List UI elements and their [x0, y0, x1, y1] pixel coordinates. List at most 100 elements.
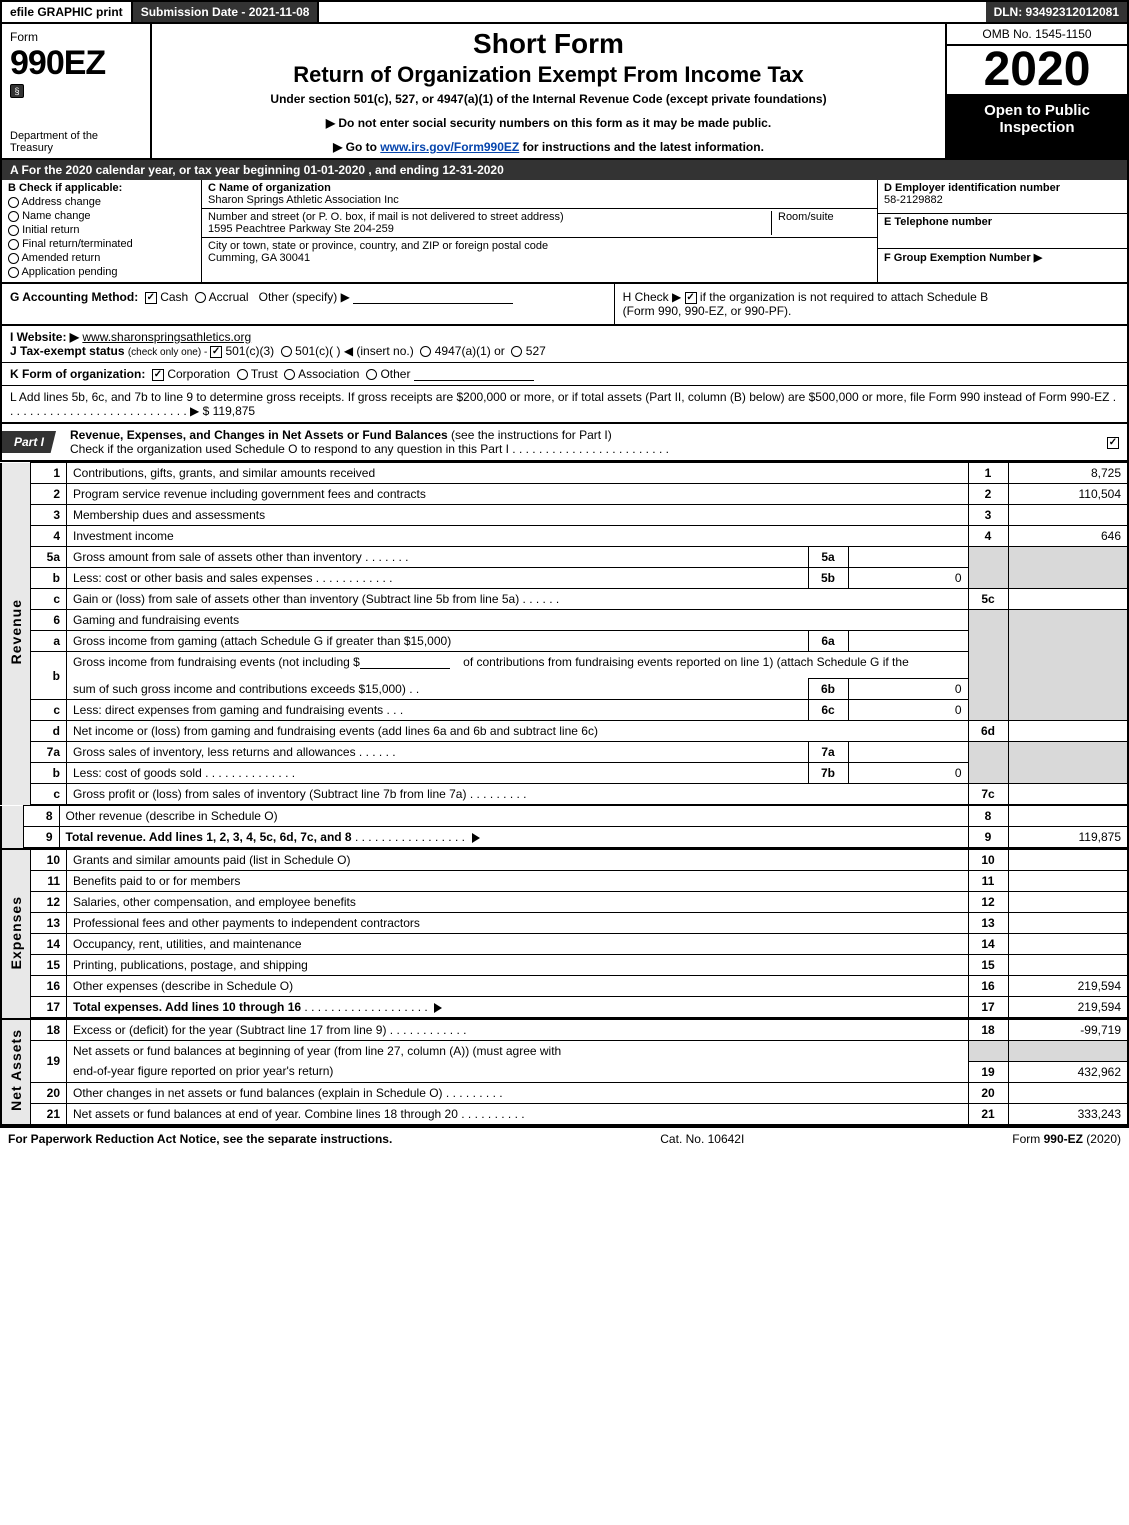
n14: 14	[968, 934, 1008, 955]
d1: Contributions, gifts, grants, and simila…	[67, 463, 969, 484]
v4: 646	[1008, 526, 1128, 547]
n3: 3	[968, 505, 1008, 526]
expenses-sidebar: Expenses	[1, 849, 31, 1018]
v19: 432,962	[1008, 1061, 1128, 1082]
rad-501c[interactable]	[281, 346, 292, 357]
part1-checkbox[interactable]	[1099, 431, 1127, 453]
ln6a: a	[31, 631, 67, 652]
ln3: 3	[31, 505, 67, 526]
d7c: Gross profit or (loss) from sales of inv…	[67, 784, 969, 805]
d14: Occupancy, rent, utilities, and maintena…	[67, 934, 969, 955]
cb-initial-return[interactable]: Initial return	[8, 224, 195, 236]
n9: 9	[968, 827, 1008, 848]
rad-other-org[interactable]	[366, 369, 377, 380]
d8: Other revenue (describe in Schedule O)	[59, 806, 968, 827]
revenue-table-2: 8 Other revenue (describe in Schedule O)…	[0, 805, 1129, 848]
ln20: 20	[31, 1082, 67, 1103]
arrow-icon-2	[434, 1003, 442, 1013]
g-label: G Accounting Method:	[10, 290, 138, 304]
shade6	[968, 610, 1008, 721]
v5c	[1008, 589, 1128, 610]
paperwork-notice: For Paperwork Reduction Act Notice, see …	[8, 1132, 392, 1146]
other-specify-blank[interactable]	[353, 290, 513, 304]
h-post: (Form 990, 990-EZ, or 990-PF).	[623, 304, 792, 318]
spacer	[319, 2, 985, 22]
v14	[1008, 934, 1128, 955]
arrow-icon	[472, 833, 480, 843]
d2: Program service revenue including govern…	[67, 484, 969, 505]
d5c: Gain or (loss) from sale of assets other…	[67, 589, 969, 610]
d21: Net assets or fund balances at end of ye…	[67, 1103, 969, 1125]
lbl-trust: Trust	[251, 367, 278, 381]
lbl-corp: Corporation	[167, 367, 230, 381]
website-row: I Website: ▶ www.sharonspringsathletics.…	[0, 326, 1129, 363]
v3	[1008, 505, 1128, 526]
cb-address-change[interactable]: Address change	[8, 196, 195, 208]
ln18: 18	[31, 1019, 67, 1041]
website-value[interactable]: www.sharonspringsathletics.org	[82, 330, 251, 344]
form-ref: Form 990-EZ (2020)	[1012, 1132, 1121, 1146]
note-goto-post: for instructions and the latest informat…	[519, 140, 764, 154]
v2: 110,504	[1008, 484, 1128, 505]
street-address: 1595 Peachtree Parkway Ste 204-259	[208, 223, 394, 235]
lbl-other-org: Other	[380, 367, 410, 381]
b-header: B Check if applicable:	[8, 182, 195, 194]
title-short-form: Short Form	[160, 28, 937, 60]
d6a: Gross income from gaming (attach Schedul…	[67, 631, 809, 652]
n6d: 6d	[968, 721, 1008, 742]
n4: 4	[968, 526, 1008, 547]
other-label: Other (specify) ▶	[259, 290, 350, 304]
rad-trust[interactable]	[237, 369, 248, 380]
rad-accrual[interactable]	[195, 292, 206, 303]
addr-label: Number and street (or P. O. box, if mail…	[208, 211, 564, 223]
m6c: 6c	[808, 700, 848, 721]
ln11: 11	[31, 871, 67, 892]
ln14: 14	[31, 934, 67, 955]
cb-amended-return[interactable]: Amended return	[8, 252, 195, 264]
expenses-table: Expenses 10 Grants and similar amounts p…	[0, 848, 1129, 1018]
n1: 1	[968, 463, 1008, 484]
rad-4947[interactable]	[420, 346, 431, 357]
d18: Excess or (deficit) for the year (Subtra…	[67, 1019, 969, 1041]
cb-cash[interactable]	[145, 292, 157, 304]
d6b1: Gross income from fundraising events (no…	[67, 652, 969, 673]
rad-assoc[interactable]	[284, 369, 295, 380]
cb-name-change[interactable]: Name change	[8, 210, 195, 222]
revenue-sidebar: Revenue	[1, 463, 31, 805]
d16: Other expenses (describe in Schedule O)	[67, 976, 969, 997]
ln4: 4	[31, 526, 67, 547]
cb-501c3[interactable]	[210, 346, 222, 358]
ln17: 17	[31, 997, 67, 1018]
n15: 15	[968, 955, 1008, 976]
mv5a	[848, 547, 968, 568]
m6a: 6a	[808, 631, 848, 652]
open-to-public: Open to Public Inspection	[947, 96, 1127, 158]
cb-schedule-b[interactable]	[685, 292, 697, 304]
revenue-sidebar-2	[1, 806, 23, 848]
v1: 8,725	[1008, 463, 1128, 484]
part1-title: Revenue, Expenses, and Changes in Net As…	[64, 424, 1099, 460]
ln10: 10	[31, 849, 67, 871]
part1-sub: Check if the organization used Schedule …	[70, 442, 669, 456]
shade5	[968, 547, 1008, 589]
n17: 17	[968, 997, 1008, 1018]
d19a: Net assets or fund balances at beginning…	[67, 1041, 969, 1062]
net-assets-sidebar: Net Assets	[1, 1019, 31, 1125]
other-org-blank[interactable]	[414, 367, 534, 381]
l-text: L Add lines 5b, 6c, and 7b to line 9 to …	[10, 390, 1116, 418]
cb-corporation[interactable]	[152, 369, 164, 381]
note-goto: ▶ Go to www.irs.gov/Form990EZ for instru…	[160, 140, 937, 154]
ln16: 16	[31, 976, 67, 997]
h-pre: H Check ▶	[623, 290, 685, 304]
shade19	[968, 1041, 1008, 1062]
ln5b: b	[31, 568, 67, 589]
cash-label: Cash	[160, 290, 188, 304]
ln15: 15	[31, 955, 67, 976]
cb-application-pending[interactable]: Application pending	[8, 266, 195, 278]
v12	[1008, 892, 1128, 913]
cb-final-return[interactable]: Final return/terminated	[8, 238, 195, 250]
d12: Salaries, other compensation, and employ…	[67, 892, 969, 913]
rad-527[interactable]	[511, 346, 522, 357]
irs-link[interactable]: www.irs.gov/Form990EZ	[380, 140, 519, 154]
v10	[1008, 849, 1128, 871]
